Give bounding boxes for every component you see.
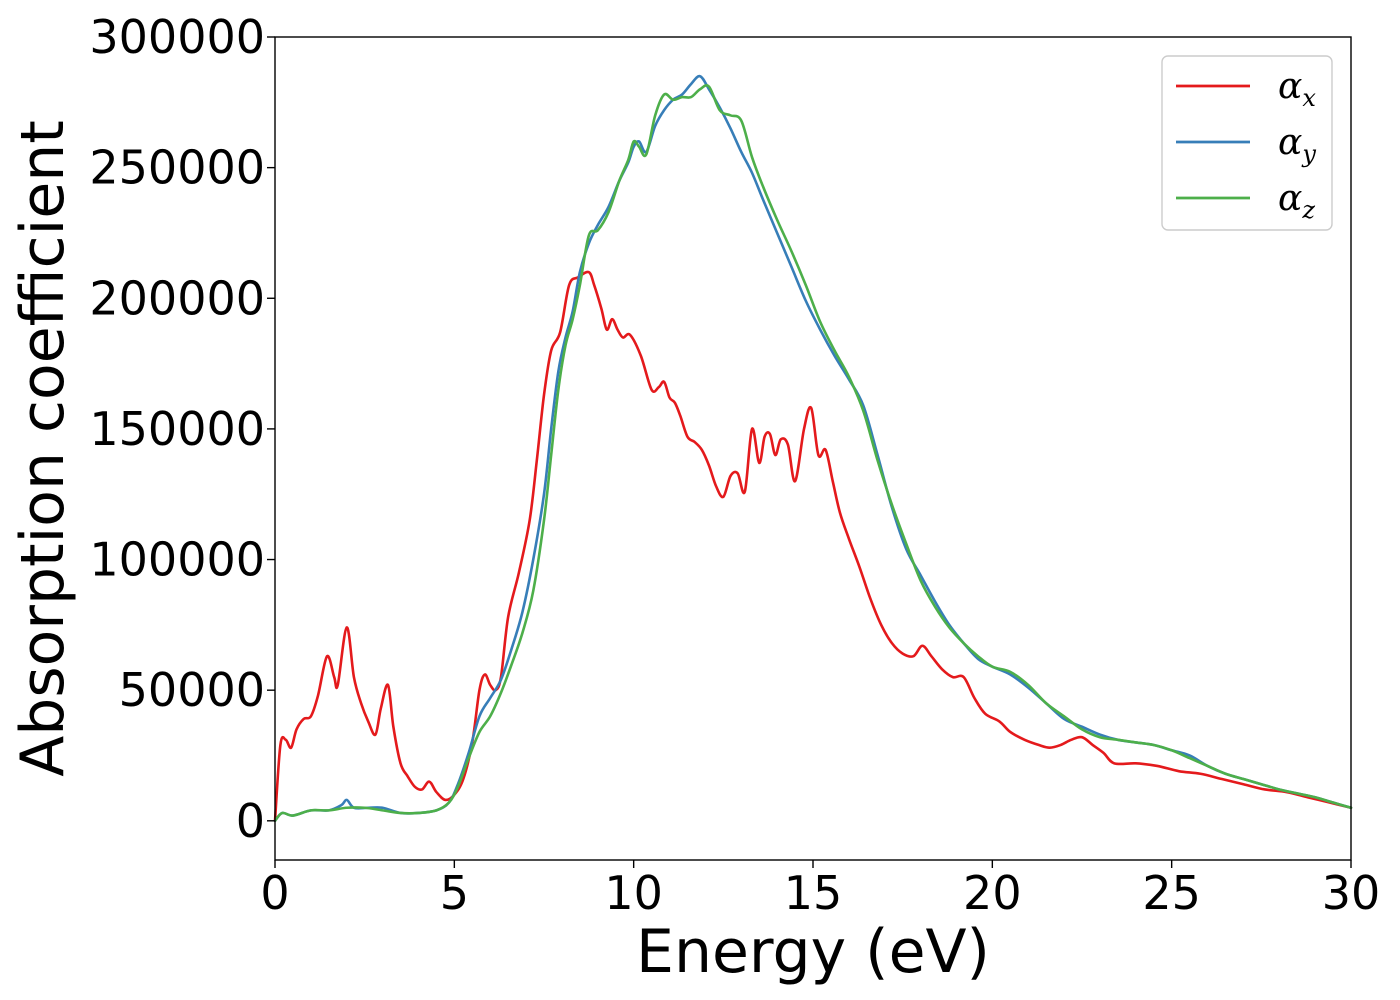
- y-tick-label: 250000: [89, 141, 265, 195]
- x-tick-label: 20: [963, 866, 1022, 920]
- x-tick-label: 15: [784, 866, 843, 920]
- legend: αx αy αz: [1161, 55, 1333, 231]
- legend-label-y: αy: [1278, 122, 1316, 168]
- y-tick-label: 0: [236, 794, 265, 848]
- legend-label-x: αx: [1278, 66, 1316, 112]
- legend-label-z: αz: [1278, 178, 1315, 224]
- x-tick-label: 25: [1142, 866, 1201, 920]
- series-line-x: [273, 270, 1353, 823]
- x-tick-label: 10: [604, 866, 663, 920]
- y-tick-label: 100000: [89, 533, 265, 587]
- tick-layer: 0 5 10 15 20 25 30 0 50000 100000 150000 200000 2500…: [89, 10, 1380, 920]
- series-line-z: [273, 84, 1353, 823]
- x-tick-label: 30: [1322, 866, 1381, 920]
- y-axis-label: Absorption coefficient: [8, 120, 78, 777]
- x-tick-label: 5: [440, 866, 469, 920]
- y-tick-label: 200000: [89, 271, 265, 325]
- y-tick-label: 300000: [89, 10, 265, 64]
- x-tick-label: 0: [260, 866, 289, 920]
- y-tick-label: 50000: [119, 663, 265, 717]
- x-axis-label: Energy (eV): [636, 917, 990, 987]
- y-tick-label: 150000: [89, 402, 265, 456]
- series-layer: [273, 74, 1353, 823]
